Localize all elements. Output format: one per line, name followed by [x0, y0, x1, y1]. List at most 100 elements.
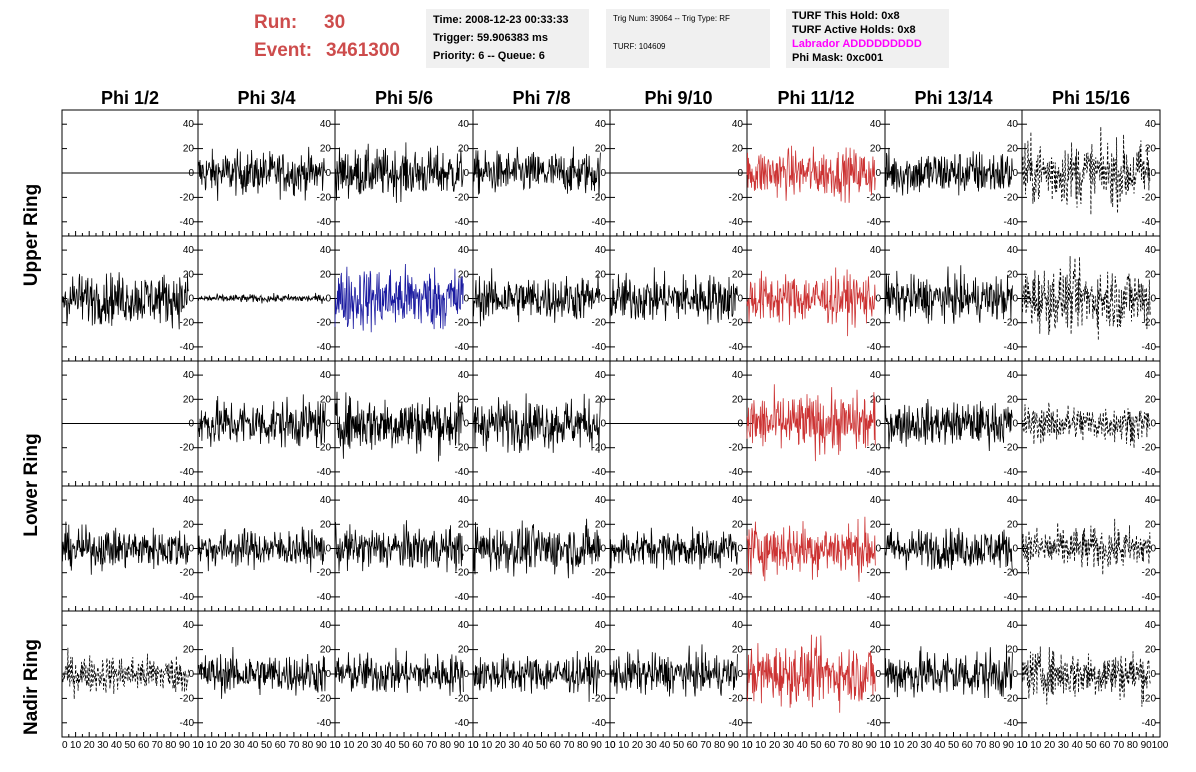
waveform-trace — [334, 647, 464, 696]
y-tick-label: 0 — [1150, 544, 1156, 555]
x-tick-label: 10 — [893, 740, 905, 751]
event-value: 3461300 — [326, 40, 400, 61]
waveform-trace — [472, 268, 601, 327]
y-tick-label: 20 — [458, 519, 470, 530]
y-tick-label: -20 — [1142, 443, 1157, 454]
y-tick-label: -40 — [317, 342, 332, 353]
x-tick-label: 60 — [962, 740, 974, 751]
y-tick-label: 20 — [183, 394, 195, 405]
y-tick-label: -20 — [729, 693, 744, 704]
y-tick-label: 20 — [870, 394, 882, 405]
y-tick-label: 40 — [183, 245, 195, 256]
x-tick-label: 50 — [398, 740, 410, 751]
waveform-trace — [746, 384, 876, 462]
y-tick-label: 0 — [1012, 294, 1018, 305]
x-tick-label: 50 — [948, 740, 960, 751]
y-tick-label: 20 — [320, 144, 332, 155]
y-tick-label: -40 — [455, 217, 470, 228]
y-tick-label: 40 — [458, 620, 470, 631]
x-tick-label: 70 — [975, 740, 987, 751]
x-tick-label: 30 — [371, 740, 383, 751]
y-tick-label: -20 — [317, 568, 332, 579]
y-tick-label: -40 — [1004, 592, 1019, 603]
waveform-trace — [884, 398, 1013, 452]
y-tick-label: -20 — [867, 318, 882, 329]
y-tick-label: 40 — [183, 370, 195, 381]
x-tick-label: 70 — [563, 740, 575, 751]
y-tick-label: 40 — [732, 245, 744, 256]
dashed-waveform-trace — [61, 647, 189, 700]
x-tick-label: 10 — [741, 740, 753, 751]
y-tick-label: 0 — [1150, 669, 1156, 680]
x-tick-label: 60 — [550, 740, 562, 751]
y-tick-label: 20 — [732, 269, 744, 280]
waveform-trace — [609, 644, 738, 697]
y-tick-label: 20 — [732, 645, 744, 656]
y-tick-label: -20 — [592, 318, 607, 329]
column-header-phi-11-12: Phi 11/12 — [777, 88, 855, 108]
waveform-trace — [746, 516, 876, 582]
y-tick-label: 20 — [1145, 519, 1157, 530]
x-tick-label: 70 — [152, 740, 164, 751]
y-tick-label: -20 — [867, 693, 882, 704]
y-tick-label: 0 — [1012, 544, 1018, 555]
x-tick-label: 40 — [247, 740, 259, 751]
y-tick-label: 0 — [1150, 168, 1156, 179]
y-tick-label: -40 — [317, 467, 332, 478]
y-tick-label: 40 — [870, 370, 882, 381]
y-tick-label: 0 — [600, 294, 606, 305]
x-tick-label: 40 — [659, 740, 671, 751]
y-tick-label: 0 — [1150, 419, 1156, 430]
y-tick-label: 40 — [595, 495, 607, 506]
y-tick-label: 40 — [1007, 620, 1019, 631]
y-tick-label: 20 — [183, 519, 195, 530]
y-tick-label: -20 — [729, 443, 744, 454]
y-tick-label: 40 — [870, 620, 882, 631]
run-label: Run: — [254, 12, 298, 33]
waveform-trace — [197, 394, 326, 448]
y-tick-label: 40 — [458, 119, 470, 130]
y-tick-label: -20 — [867, 192, 882, 203]
y-tick-label: 40 — [1007, 245, 1019, 256]
waveform-trace — [197, 146, 326, 201]
y-tick-label: -20 — [592, 568, 607, 579]
x-tick-label: 30 — [783, 740, 795, 751]
y-tick-label: 20 — [870, 645, 882, 656]
y-tick-label: 0 — [1012, 669, 1018, 680]
y-tick-label: -40 — [867, 467, 882, 478]
x-tick-label: 30 — [234, 740, 246, 751]
waveform-trace — [884, 265, 1013, 324]
y-tick-label: 40 — [183, 119, 195, 130]
y-tick-label: 20 — [458, 394, 470, 405]
y-tick-label: -40 — [180, 592, 195, 603]
x-tick-label: 10 — [481, 740, 493, 751]
dashed-waveform-trace — [1021, 402, 1151, 449]
dashed-waveform-trace — [1021, 646, 1151, 707]
y-tick-label: -40 — [1142, 592, 1157, 603]
x-tick-label: 10 — [70, 740, 82, 751]
y-tick-label: -20 — [1004, 443, 1019, 454]
x-tick-label: 60 — [687, 740, 699, 751]
x-tick-label: 60 — [824, 740, 836, 751]
y-tick-label: -40 — [1142, 467, 1157, 478]
y-tick-label: 0 — [463, 669, 469, 680]
y-tick-label: 20 — [1145, 645, 1157, 656]
y-tick-label: -40 — [867, 718, 882, 729]
x-tick-label: 0 — [198, 740, 204, 751]
y-tick-label: -40 — [729, 342, 744, 353]
x-tick-label: 50 — [810, 740, 822, 751]
y-tick-label: -20 — [1004, 693, 1019, 704]
y-tick-label: -40 — [455, 718, 470, 729]
y-tick-label: -20 — [180, 693, 195, 704]
y-tick-label: 20 — [595, 269, 607, 280]
y-tick-label: 0 — [600, 168, 606, 179]
y-tick-label: -20 — [729, 568, 744, 579]
x-tick-label: 90 — [866, 740, 878, 751]
trigger-info-box: Trig Num: 39064 -- Trig Type: RF TURF: 1… — [606, 9, 770, 68]
time-info-box: Time: 2008-12-23 00:33:33 Trigger: 59.90… — [426, 9, 589, 68]
y-tick-label: 0 — [463, 419, 469, 430]
y-tick-label: 20 — [870, 269, 882, 280]
y-tick-label: 20 — [320, 269, 332, 280]
waveform-trace — [609, 526, 738, 570]
column-header-phi-5-6: Phi 5/6 — [374, 88, 434, 108]
